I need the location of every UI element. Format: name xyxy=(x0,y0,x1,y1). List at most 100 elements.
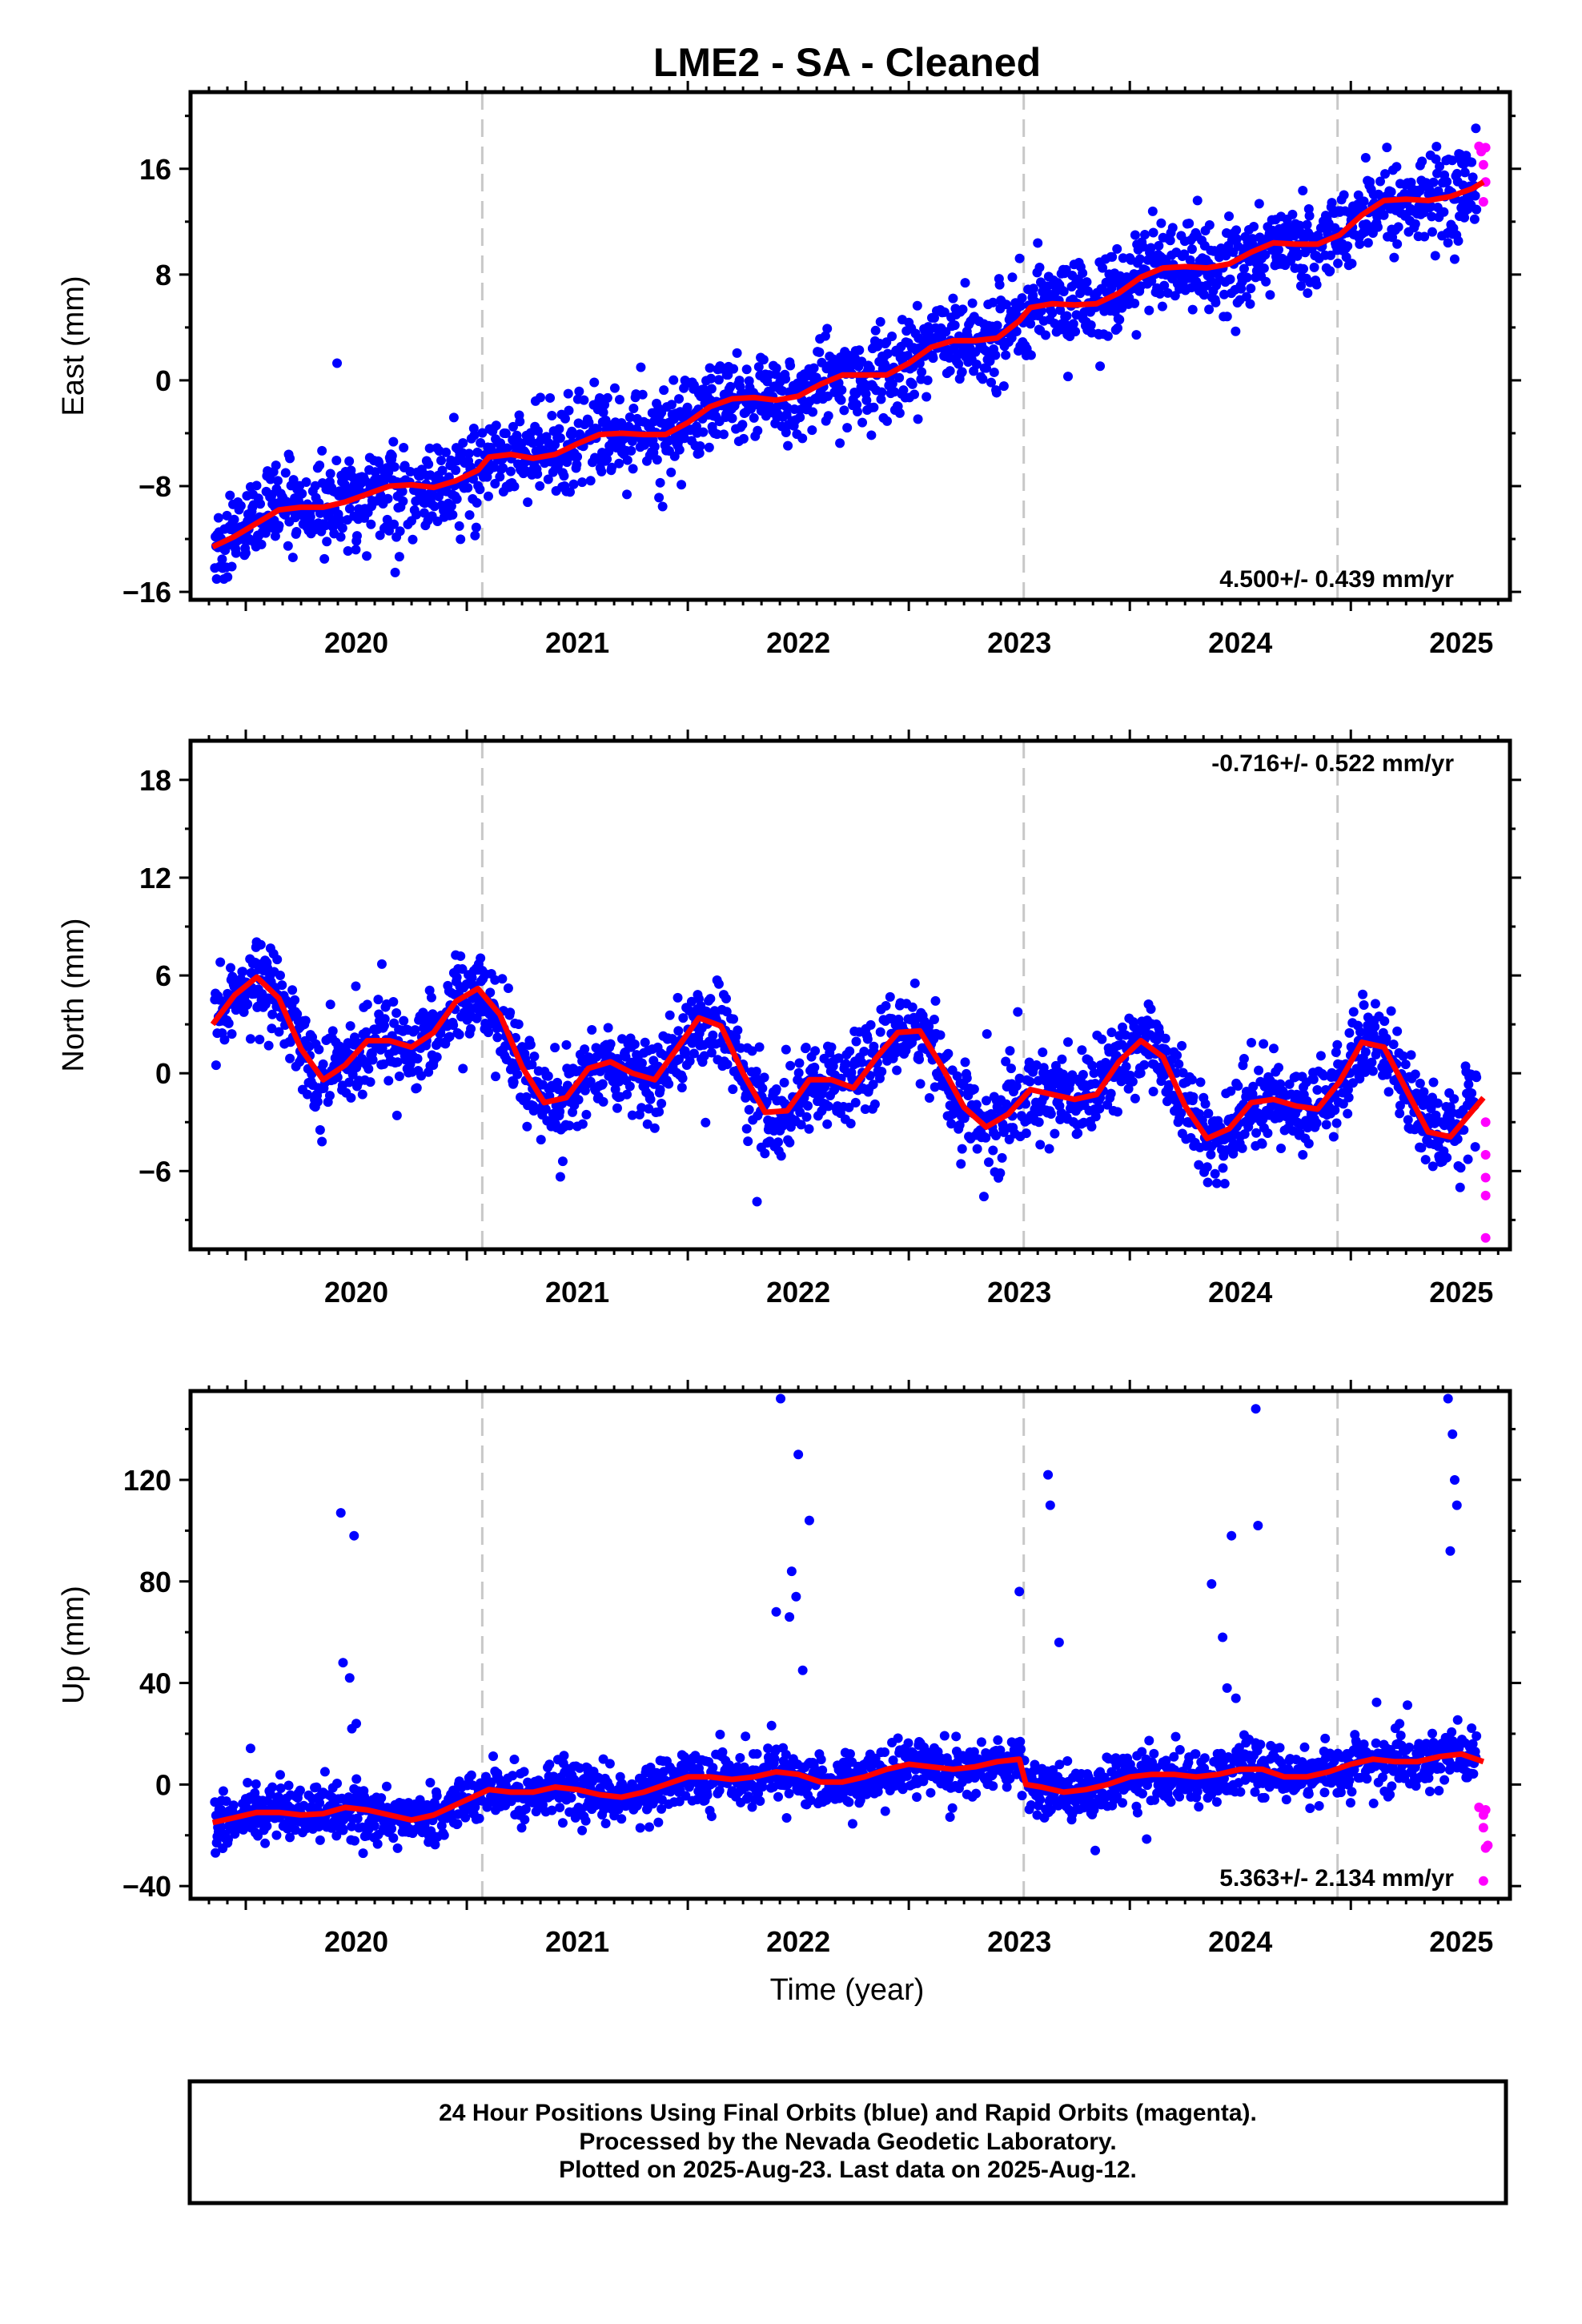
final-orbit-point xyxy=(1222,312,1232,322)
rapid-orbit-point xyxy=(1480,1149,1491,1160)
final-orbit-point xyxy=(1204,304,1215,315)
final-orbit-point xyxy=(337,523,347,533)
final-orbit-point xyxy=(997,1152,1007,1163)
final-orbit-point xyxy=(335,515,345,525)
final-orbit-point xyxy=(654,493,665,503)
final-orbit-point xyxy=(388,1833,399,1844)
final-orbit-point xyxy=(1001,300,1011,310)
y-axis-title: North (mm) xyxy=(57,918,90,1072)
final-orbit-point xyxy=(1144,305,1154,316)
final-orbit-point xyxy=(263,1040,274,1051)
final-orbit-point xyxy=(392,1057,403,1068)
final-orbit-point xyxy=(1460,167,1470,178)
final-orbit-point xyxy=(532,426,543,436)
final-orbit-point xyxy=(807,425,817,436)
rapid-orbit-point xyxy=(1478,197,1488,207)
final-orbit-point xyxy=(213,513,223,523)
final-orbit-point xyxy=(272,955,283,965)
final-orbit-point xyxy=(559,1751,569,1761)
final-orbit-point xyxy=(954,359,964,369)
final-orbit-point xyxy=(516,438,527,448)
final-orbit-point xyxy=(948,293,958,304)
final-orbit-point xyxy=(285,1053,295,1063)
final-orbit-point xyxy=(1050,319,1060,329)
final-orbit-point xyxy=(1328,1132,1339,1142)
final-orbit-point xyxy=(300,1015,311,1026)
final-orbit-points xyxy=(210,937,1482,1207)
final-orbit-point xyxy=(243,1778,253,1788)
final-orbit-point xyxy=(483,1027,493,1038)
final-orbit-point xyxy=(1257,1139,1267,1149)
final-orbit-point xyxy=(363,1063,374,1074)
final-orbit-point xyxy=(471,522,481,533)
final-orbit-point xyxy=(351,531,362,541)
final-orbit-point xyxy=(596,466,607,476)
final-orbit-point xyxy=(1041,330,1051,340)
final-orbit-point xyxy=(434,492,444,502)
final-orbit-point xyxy=(728,1084,738,1095)
final-orbit-point xyxy=(503,983,513,994)
final-orbit-point xyxy=(1246,283,1256,294)
final-orbit-point xyxy=(962,1073,972,1084)
plot-frame xyxy=(188,90,1512,602)
final-orbit-point xyxy=(776,1151,786,1161)
x-tick-label: 2021 xyxy=(545,1276,609,1309)
final-orbit-point xyxy=(1287,209,1298,219)
final-orbit-point xyxy=(1367,1066,1378,1076)
final-orbit-point xyxy=(1177,1040,1187,1051)
final-orbit-point xyxy=(470,530,480,541)
final-orbit-point xyxy=(1188,1092,1199,1102)
final-orbit-point xyxy=(854,345,865,356)
final-orbit-point xyxy=(585,476,596,486)
final-orbit-point xyxy=(1118,253,1128,263)
final-orbit-point xyxy=(239,1007,249,1017)
final-orbit-point xyxy=(604,1759,615,1769)
final-orbit-point xyxy=(794,1058,805,1068)
final-orbit-point xyxy=(277,980,287,991)
final-orbit-point xyxy=(826,1042,837,1052)
final-orbit-point xyxy=(1468,172,1478,183)
final-orbit-point xyxy=(1432,1098,1443,1108)
final-orbit-point xyxy=(943,1048,954,1059)
final-orbit-point xyxy=(291,526,302,537)
final-orbit-point xyxy=(988,1145,998,1156)
final-orbit-point xyxy=(876,394,886,404)
final-orbit-point xyxy=(382,1781,392,1791)
final-orbit-point xyxy=(870,325,881,336)
final-orbit-point xyxy=(655,1084,665,1095)
final-orbit-point xyxy=(907,379,917,389)
final-orbit-point xyxy=(1106,1088,1116,1099)
final-orbit-point xyxy=(1467,1088,1477,1099)
y-tick-label: 0 xyxy=(155,364,171,397)
final-orbit-point xyxy=(1016,300,1026,311)
final-orbit-point xyxy=(645,1094,656,1104)
final-orbit-point xyxy=(624,412,635,422)
final-orbit-point xyxy=(757,1083,768,1093)
final-orbit-point xyxy=(344,504,355,514)
final-orbit-point xyxy=(602,454,612,464)
final-orbit-point xyxy=(1303,287,1313,298)
final-orbit-point xyxy=(491,420,501,431)
final-orbit-point xyxy=(1333,258,1343,268)
final-orbit-point xyxy=(1025,1076,1035,1087)
final-orbit-point xyxy=(458,1063,468,1074)
x-tick-label: 2022 xyxy=(766,626,830,659)
final-orbit-point xyxy=(1106,283,1117,293)
final-orbit-point xyxy=(1200,1099,1211,1109)
final-orbit-point xyxy=(222,510,232,521)
final-orbit-point xyxy=(565,487,576,497)
final-orbit-point xyxy=(823,411,833,421)
final-orbit-point xyxy=(725,381,736,392)
final-orbit-point xyxy=(852,400,862,410)
final-orbit-point xyxy=(928,353,938,364)
final-orbit-point xyxy=(1247,1037,1257,1047)
final-orbit-point xyxy=(1078,268,1088,279)
final-orbit-point xyxy=(319,676,328,686)
final-orbit-point xyxy=(956,1159,966,1169)
final-orbit-point xyxy=(523,497,533,508)
final-orbit-point xyxy=(773,1137,783,1148)
final-orbit-point xyxy=(1268,1043,1279,1054)
final-orbit-point xyxy=(1134,254,1145,264)
final-orbit-point xyxy=(1343,241,1353,251)
final-orbit-point xyxy=(629,1039,640,1050)
